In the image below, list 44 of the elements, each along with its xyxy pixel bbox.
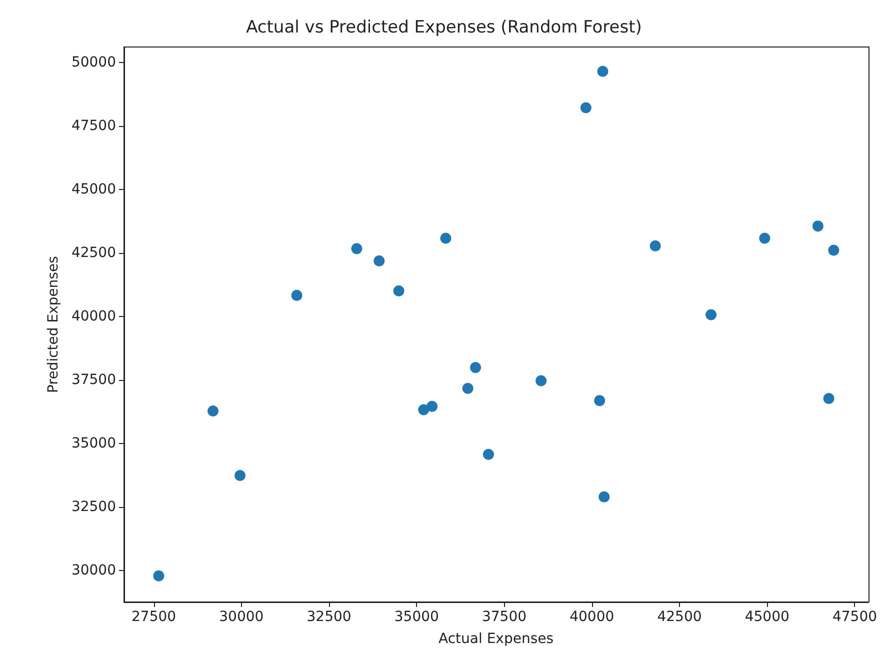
point [374,255,385,266]
point [828,244,840,256]
point [812,220,824,232]
x-tick-label: 35000 [394,609,439,625]
chart-title: Actual vs Predicted Expenses (Random Forest) [246,18,642,38]
x-tick-label: 30000 [219,609,264,625]
point [153,570,164,582]
point [426,400,438,412]
x-tick-label: 42500 [657,609,702,625]
point [706,309,717,320]
point [470,362,482,374]
point [483,448,494,460]
y-tick-label: 32500 [71,499,116,515]
x-tick-label: 47500 [832,609,878,625]
point [536,375,547,386]
point [650,240,661,252]
y-tick-label: 37500 [71,372,116,388]
x-tick-label: 45000 [744,609,790,625]
y-tick-label: 42500 [71,245,116,261]
y-tick-label: 40000 [71,308,116,324]
x-tick-label: 32500 [306,609,352,625]
point [440,232,452,244]
point [597,66,608,77]
y-tick-label: 35000 [71,436,116,452]
point [759,232,770,244]
y-tick-label: 45000 [71,181,116,198]
point [208,405,219,416]
point [462,382,474,394]
x-tick-label: 40000 [570,609,614,625]
point [594,395,606,406]
y-tick-label: 30000 [71,562,116,579]
y-tick-label: 50000 [71,54,116,70]
point [823,393,834,404]
x-tick-label: 37500 [482,609,527,625]
x-tick-label: 27500 [132,609,176,625]
point [598,491,610,502]
point [351,243,362,254]
point [291,290,302,301]
point [234,470,246,482]
x-axis-title: Actual Expenses [438,631,554,647]
y-axis-title: Predicted Expenses [46,256,62,393]
y-tick-label: 47500 [71,118,116,134]
point [580,102,592,114]
point [393,285,404,296]
